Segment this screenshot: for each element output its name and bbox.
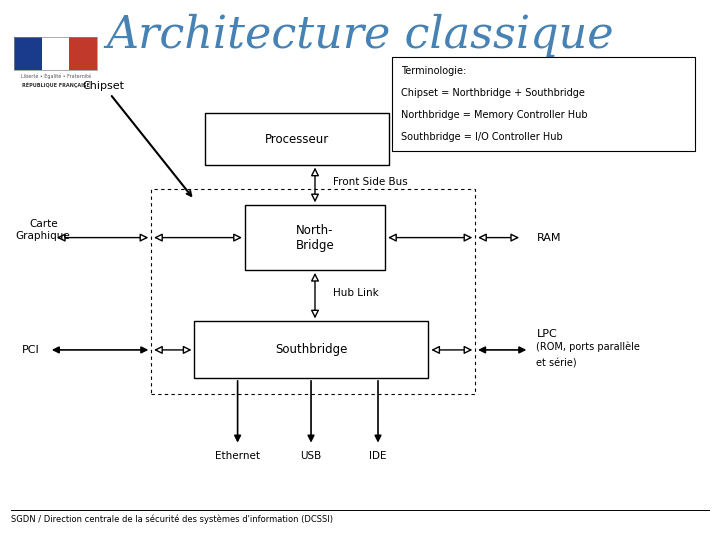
Text: RÉPUBLIQUE FRANÇAISE: RÉPUBLIQUE FRANÇAISE <box>22 82 90 88</box>
Text: PCI: PCI <box>22 345 40 355</box>
Text: SGDN / Direction centrale de la sécurité des systèmes d'information (DCSSI): SGDN / Direction centrale de la sécurité… <box>11 515 333 524</box>
Text: Graphique: Graphique <box>16 231 71 241</box>
Text: Ethernet: Ethernet <box>215 451 260 461</box>
Text: Front Side Bus: Front Side Bus <box>333 177 408 187</box>
Bar <box>245 205 385 270</box>
Bar <box>14 37 42 70</box>
Text: USB: USB <box>300 451 322 461</box>
Text: Terminologie:: Terminologie: <box>401 66 467 76</box>
Text: Southbridge = I/O Controller Hub: Southbridge = I/O Controller Hub <box>401 132 563 142</box>
Text: (ROM, ports parallèle: (ROM, ports parallèle <box>536 342 640 353</box>
Text: Northbridge = Memory Controller Hub: Northbridge = Memory Controller Hub <box>401 110 588 120</box>
Text: Hub Link: Hub Link <box>333 288 379 298</box>
Text: Carte: Carte <box>29 219 58 229</box>
Bar <box>151 189 475 394</box>
Bar <box>392 57 695 151</box>
Bar <box>194 321 428 378</box>
Text: et série): et série) <box>536 359 577 368</box>
Text: LPC: LPC <box>536 329 557 339</box>
Bar <box>14 37 97 70</box>
Text: Chipset = Northbridge + Southbridge: Chipset = Northbridge + Southbridge <box>401 88 585 98</box>
Bar <box>42 37 69 70</box>
Text: Chipset: Chipset <box>83 81 192 196</box>
Text: IDE: IDE <box>369 451 387 461</box>
Text: Southbridge: Southbridge <box>275 343 348 356</box>
Bar <box>205 113 389 165</box>
Bar <box>69 37 97 70</box>
Text: North-
Bridge: North- Bridge <box>296 224 334 252</box>
Text: Architecture classique: Architecture classique <box>106 14 614 57</box>
Text: Processeur: Processeur <box>265 132 329 146</box>
Text: Liberté • Égalité • Fraternité: Liberté • Égalité • Fraternité <box>21 73 91 79</box>
Text: RAM: RAM <box>536 233 561 242</box>
